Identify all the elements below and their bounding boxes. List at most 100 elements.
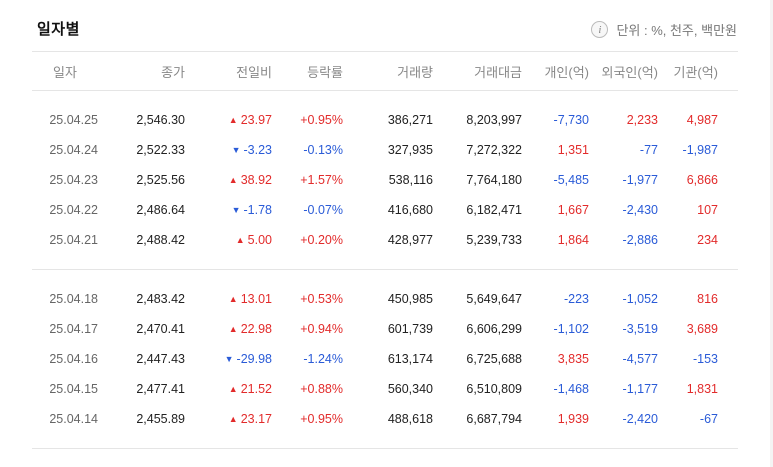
date-cell: 25.04.21 bbox=[49, 233, 98, 247]
volume-cell: 327,935 bbox=[387, 143, 433, 157]
rate-cell: +0.94% bbox=[300, 322, 343, 336]
table-row: 25.04.21 2,488.42 ▲ 5.00 +0.20% 428,977 5,239,… bbox=[32, 225, 738, 255]
header-foreign: 외국인(억) bbox=[601, 64, 659, 80]
change-cell: ▲ 13.01 bbox=[185, 292, 272, 306]
rate-cell: -1.24% bbox=[303, 352, 343, 366]
table-row: 25.04.14 2,455.89 ▲ 23.17 +0.95% 488,618 6,687… bbox=[32, 404, 738, 434]
triangle-up-icon: ▲ bbox=[228, 115, 238, 125]
change-cell: ▲ 38.92 bbox=[185, 173, 272, 187]
rate-cell: -0.13% bbox=[303, 143, 343, 157]
close-cell: 2,546.30 bbox=[136, 113, 185, 127]
institution-cell: 3,689 bbox=[686, 322, 718, 336]
table-body: 25.04.25 2,546.30 ▲ 23.97 +0.95% 386,271 8,203… bbox=[32, 91, 738, 449]
header-institution: 기관(억) bbox=[673, 64, 718, 80]
amount-cell: 6,182,471 bbox=[466, 203, 522, 217]
close-cell: 2,447.43 bbox=[136, 352, 185, 366]
foreign-cell: 2,233 bbox=[626, 113, 658, 127]
table-row: 25.04.17 2,470.41 ▲ 22.98 +0.94% 601,739 6,606… bbox=[32, 314, 738, 344]
amount-cell: 5,649,647 bbox=[466, 292, 522, 306]
volume-cell: 450,985 bbox=[387, 292, 433, 306]
triangle-up-icon: ▲ bbox=[235, 235, 245, 245]
info-icon[interactable]: i bbox=[591, 21, 609, 38]
change-value: 22.98 bbox=[240, 322, 272, 336]
change-value: 23.97 bbox=[240, 113, 272, 127]
change-value: -29.98 bbox=[236, 352, 272, 366]
triangle-up-icon: ▲ bbox=[228, 414, 238, 424]
foreign-cell: -1,052 bbox=[622, 292, 658, 306]
foreign-cell: -77 bbox=[639, 143, 658, 157]
foreign-cell: -1,177 bbox=[622, 382, 658, 396]
table-row: 25.04.16 2,447.43 ▼ -29.98 -1.24% 613,174 6,72… bbox=[32, 344, 738, 374]
individual-cell: 3,835 bbox=[557, 352, 589, 366]
institution-cell: 816 bbox=[697, 292, 718, 306]
section-title: 일자별 bbox=[37, 21, 80, 38]
change-value: 38.92 bbox=[240, 173, 272, 187]
rate-cell: +1.57% bbox=[300, 173, 343, 187]
institution-cell: 6,866 bbox=[686, 173, 718, 187]
table-row: 25.04.15 2,477.41 ▲ 21.52 +0.88% 560,340 6,510… bbox=[32, 374, 738, 404]
table-row: 25.04.25 2,546.30 ▲ 23.97 +0.95% 386,271 8,203… bbox=[32, 105, 738, 135]
header-date: 일자 bbox=[53, 64, 77, 80]
unit-info: i 단위 : %, 천주, 백만원 bbox=[591, 20, 737, 39]
change-value: 21.52 bbox=[240, 382, 272, 396]
individual-cell: -1,102 bbox=[553, 322, 589, 336]
date-cell: 25.04.23 bbox=[49, 173, 98, 187]
amount-cell: 7,272,322 bbox=[466, 143, 522, 157]
rate-cell: +0.95% bbox=[300, 412, 343, 426]
header-volume: 거래량 bbox=[397, 64, 433, 80]
institution-cell: -67 bbox=[699, 412, 718, 426]
triangle-down-icon: ▼ bbox=[224, 354, 234, 364]
triangle-up-icon: ▲ bbox=[228, 384, 238, 394]
table-row: 25.04.22 2,486.64 ▼ -1.78 -0.07% 416,680 6,182… bbox=[32, 195, 738, 225]
table-row: 25.04.23 2,525.56 ▲ 38.92 +1.57% 538,116 7,764… bbox=[32, 165, 738, 195]
table-header: 일자 종가 전일비 등락률 거래량 거래대금 개인(억) 외국인(억) 기관(억… bbox=[32, 51, 738, 91]
change-cell: ▲ 5.00 bbox=[185, 233, 272, 247]
triangle-up-icon: ▲ bbox=[228, 324, 238, 334]
foreign-cell: -4,577 bbox=[622, 352, 658, 366]
change-cell: ▼ -3.23 bbox=[185, 143, 272, 157]
change-value: -3.23 bbox=[243, 143, 273, 157]
close-cell: 2,455.89 bbox=[136, 412, 185, 426]
individual-cell: -7,730 bbox=[553, 113, 589, 127]
individual-cell: -5,485 bbox=[553, 173, 589, 187]
triangle-down-icon: ▼ bbox=[231, 145, 241, 155]
date-cell: 25.04.18 bbox=[49, 292, 98, 306]
foreign-cell: -1,977 bbox=[622, 173, 658, 187]
table-row: 25.04.18 2,483.42 ▲ 13.01 +0.53% 450,985 5,649… bbox=[32, 284, 738, 314]
close-cell: 2,488.42 bbox=[136, 233, 185, 247]
amount-cell: 6,725,688 bbox=[466, 352, 522, 366]
daily-table: 일자 종가 전일비 등락률 거래량 거래대금 개인(억) 외국인(억) 기관(억… bbox=[32, 51, 738, 449]
close-cell: 2,522.33 bbox=[136, 143, 185, 157]
date-cell: 25.04.25 bbox=[49, 113, 98, 127]
right-border bbox=[770, 0, 773, 467]
volume-cell: 613,174 bbox=[387, 352, 433, 366]
volume-cell: 416,680 bbox=[387, 203, 433, 217]
header-individual: 개인(억) bbox=[544, 64, 589, 80]
institution-cell: 107 bbox=[697, 203, 718, 217]
header-rate: 등락률 bbox=[307, 64, 343, 80]
amount-cell: 6,606,299 bbox=[466, 322, 522, 336]
header-change: 전일비 bbox=[236, 64, 272, 80]
unit-label: 단위 : %, 천주, 백만원 bbox=[616, 23, 737, 38]
institution-cell: 1,831 bbox=[686, 382, 718, 396]
close-cell: 2,477.41 bbox=[136, 382, 185, 396]
individual-cell: 1,864 bbox=[557, 233, 589, 247]
volume-cell: 538,116 bbox=[388, 173, 433, 187]
table-row: 25.04.24 2,522.33 ▼ -3.23 -0.13% 327,935 7,272… bbox=[32, 135, 738, 165]
change-cell: ▲ 23.97 bbox=[185, 113, 272, 127]
institution-cell: -1,987 bbox=[682, 143, 718, 157]
change-value: 13.01 bbox=[240, 292, 272, 306]
date-cell: 25.04.15 bbox=[49, 382, 98, 396]
date-cell: 25.04.14 bbox=[49, 412, 98, 426]
volume-cell: 488,618 bbox=[387, 412, 433, 426]
volume-cell: 560,340 bbox=[387, 382, 433, 396]
change-value: -1.78 bbox=[243, 203, 273, 217]
amount-cell: 6,510,809 bbox=[466, 382, 522, 396]
date-cell: 25.04.17 bbox=[49, 322, 98, 336]
rate-cell: +0.20% bbox=[300, 233, 343, 247]
rate-cell: -0.07% bbox=[303, 203, 343, 217]
triangle-up-icon: ▲ bbox=[228, 294, 238, 304]
triangle-up-icon: ▲ bbox=[228, 175, 238, 185]
foreign-cell: -3,519 bbox=[622, 322, 658, 336]
institution-cell: 4,987 bbox=[686, 113, 718, 127]
